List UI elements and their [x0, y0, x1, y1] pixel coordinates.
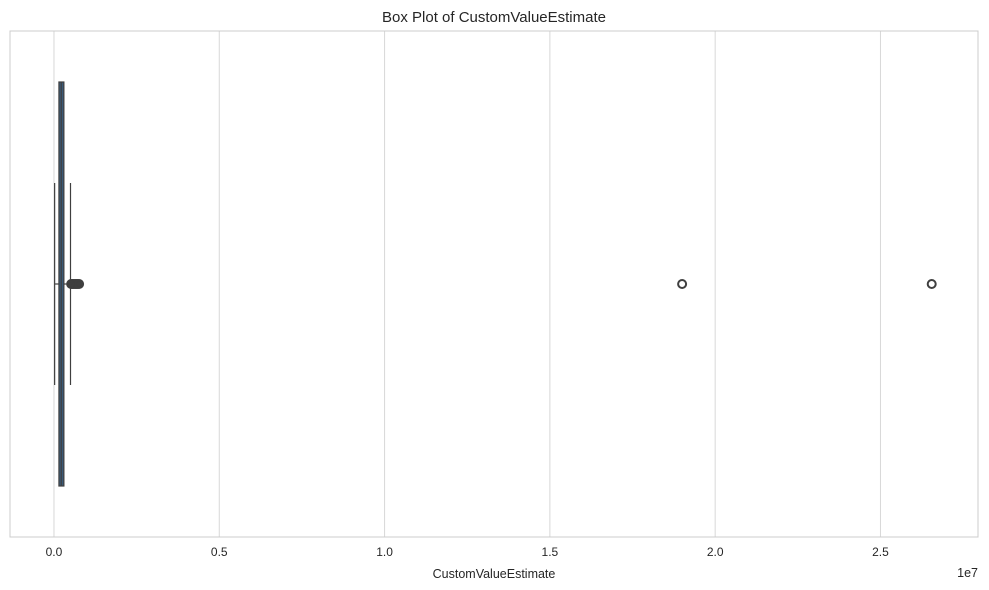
- x-tick-label: 0.5: [211, 545, 228, 559]
- grid-lines: [53, 31, 881, 537]
- x-axis-scale-label: 1e7: [957, 566, 978, 580]
- plot-frame: [9, 30, 979, 538]
- x-axis-ticks: 0.0 0.5 1.0 1.5 2.0 2.5: [46, 545, 890, 559]
- x-tick-label: 1.0: [376, 545, 393, 559]
- x-tick-label: 2.5: [872, 545, 889, 559]
- outlier-point: [926, 279, 937, 289]
- x-axis-label: CustomValueEstimate: [433, 567, 556, 581]
- x-tick-label: 0.0: [46, 545, 63, 559]
- chart-title: Box Plot of CustomValueEstimate: [382, 9, 606, 26]
- x-tick-label: 1.5: [542, 545, 559, 559]
- outlier-point: [677, 279, 688, 289]
- outlier-point: [74, 279, 85, 289]
- x-tick-label: 2.0: [707, 545, 724, 559]
- box-series: [54, 81, 937, 487]
